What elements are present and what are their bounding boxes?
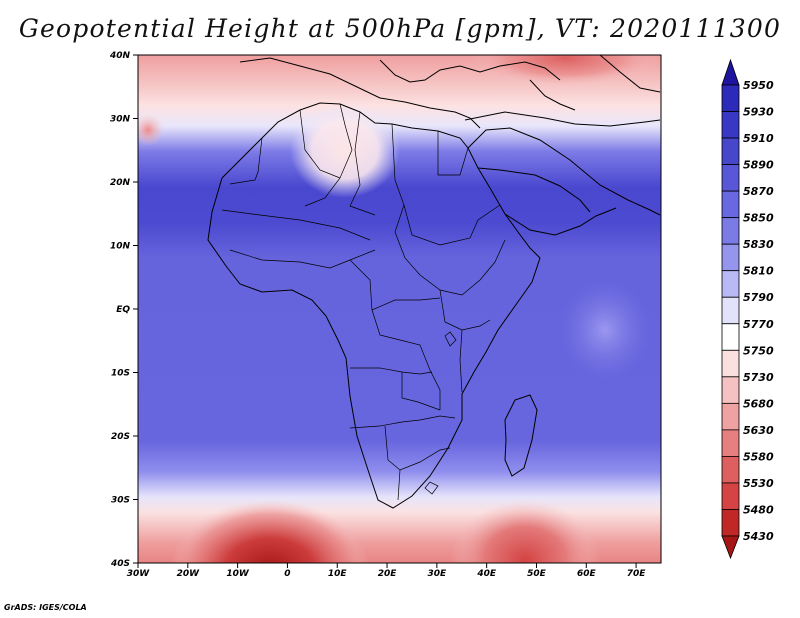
colorbar-swatch: [721, 84, 740, 112]
colorbar-swatch: [721, 190, 740, 219]
colorbar-swatch: [721, 429, 740, 457]
colorbar-swatch: [721, 509, 740, 537]
y-tick-label: 20N: [110, 178, 131, 188]
y-axis: 40N 30N 20N 10N EQ 10S 20S 30S 40S: [109, 51, 138, 569]
colorbar-swatch: [721, 111, 740, 139]
x-tick-label: 30E: [428, 569, 448, 579]
y-tick-label: 20S: [111, 432, 130, 442]
colorbar-label: 5530: [743, 477, 774, 490]
colorbar-swatch: [721, 296, 740, 325]
colorbar-swatch: [721, 376, 740, 404]
x-tick-label: 50E: [527, 569, 547, 579]
colorbar-swatch: [721, 323, 740, 351]
colorbar-label: 5850: [743, 212, 774, 225]
colorbar-label: 5430: [743, 530, 774, 543]
colorbar: 5950 5930 5910 5890 5870 5850 5830 5810 5790 5770…: [721, 58, 774, 560]
colorbar-swatch: [721, 137, 740, 165]
y-tick-label: EQ: [116, 305, 130, 315]
borders: [221, 103, 506, 501]
colorbar-label: 5580: [743, 450, 774, 463]
colorbar-label: 5810: [743, 265, 774, 278]
colorbar-label: 5890: [743, 159, 774, 172]
colorbar-swatch: [721, 164, 740, 192]
grads-credit: GrADS: IGES/COLA: [4, 603, 87, 612]
colorbar-swatch: [721, 349, 740, 378]
y-tick-label: 30S: [111, 496, 130, 506]
x-tick-label: 20W: [177, 569, 201, 579]
colorbar-label: 5930: [743, 106, 774, 119]
colorbar-swatch: [721, 243, 740, 272]
y-tick-label: 40N: [109, 51, 131, 61]
colorbar-label: 5680: [743, 397, 774, 410]
colorbar-swatch: [721, 217, 740, 245]
colorbar-label: 5630: [743, 424, 774, 437]
x-tick-label: 60E: [577, 569, 597, 579]
field-shading: [138, 55, 661, 563]
y-tick-label: 10N: [110, 242, 131, 252]
colorbar-swatch: [721, 456, 740, 484]
x-tick-label: 10W: [226, 569, 250, 579]
x-tick-label: 20E: [378, 569, 398, 579]
x-tick-label: 70E: [627, 569, 647, 579]
map-title: Geopotential Height at 500hPa [gpm], VT:…: [18, 14, 782, 43]
colorbar-label: 5790: [743, 291, 774, 304]
x-tick-label: 30W: [127, 569, 151, 579]
colorbar-swatch: [721, 482, 740, 510]
colorbar-label: 5870: [743, 185, 774, 198]
y-tick-label: 10S: [111, 369, 130, 379]
colorbar-label: 5950: [743, 79, 774, 92]
colorbar-label: 5750: [743, 344, 774, 357]
x-tick-label: 40E: [476, 569, 497, 579]
colorbar-label: 5730: [743, 371, 774, 384]
x-tick-label: 0: [284, 569, 290, 579]
colorbar-label: 5770: [743, 318, 774, 331]
coastlines: [207, 55, 661, 509]
x-axis: 30W 20W 10W 0 10E 20E 30E 40E 50E 60E 70E: [127, 563, 647, 579]
colorbar-label: 5480: [743, 503, 774, 516]
colorbar-swatch: [721, 402, 740, 431]
colorbar-top-arrow: [721, 58, 740, 86]
x-tick-label: 10E: [328, 569, 348, 579]
y-tick-label: 30N: [110, 115, 131, 125]
y-tick-label: 40S: [110, 559, 130, 569]
colorbar-label: 5830: [743, 238, 774, 251]
colorbar-bottom-arrow: [721, 535, 740, 560]
colorbar-label: 5910: [743, 132, 774, 145]
colorbar-swatch: [721, 270, 740, 298]
